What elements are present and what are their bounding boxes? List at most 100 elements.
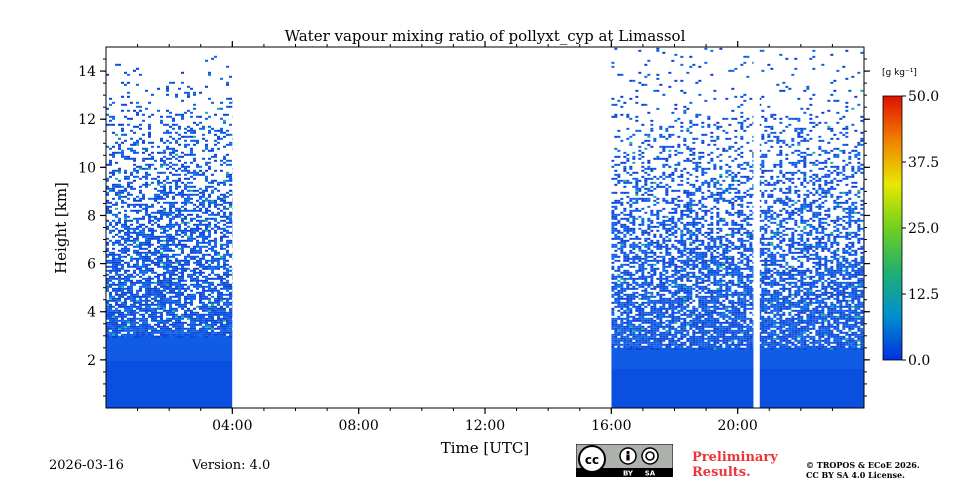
signal-pixel xyxy=(181,195,184,198)
signal-pixel xyxy=(731,325,735,328)
signal-pixel xyxy=(671,299,675,302)
signal-pixel xyxy=(112,123,115,126)
signal-pixel xyxy=(127,329,130,332)
signal-pixel xyxy=(731,317,735,320)
signal-pixel xyxy=(160,283,163,286)
signal-pixel xyxy=(836,281,840,284)
signal-pixel xyxy=(650,299,654,302)
signal-pixel xyxy=(208,195,211,198)
signal-pixel xyxy=(109,283,112,286)
signal-pixel xyxy=(674,345,678,348)
signal-pixel xyxy=(196,287,199,290)
signal-pixel xyxy=(139,303,142,306)
signal-pixel xyxy=(782,295,786,298)
signal-pixel xyxy=(208,301,211,304)
signal-pixel xyxy=(130,257,133,260)
signal-pixel xyxy=(653,303,657,306)
signal-pixel xyxy=(190,87,193,90)
signal-pixel xyxy=(223,281,226,284)
signal-pixel xyxy=(202,293,205,296)
signal-pixel xyxy=(758,333,762,336)
signal-pixel xyxy=(163,325,166,328)
signal-pixel xyxy=(169,281,172,284)
signal-pixel xyxy=(106,315,109,318)
signal-pixel xyxy=(157,175,160,178)
signal-pixel xyxy=(145,319,148,322)
signal-pixel xyxy=(776,337,780,340)
signal-pixel xyxy=(803,305,807,308)
signal-pixel xyxy=(839,331,843,334)
signal-pixel xyxy=(857,329,861,332)
signal-pixel xyxy=(695,295,699,298)
signal-pixel xyxy=(229,309,232,312)
signal-pixel xyxy=(782,323,786,326)
signal-pixel xyxy=(160,335,163,338)
signal-pixel xyxy=(154,199,157,202)
signal-pixel xyxy=(202,173,205,176)
signal-pixel xyxy=(118,239,121,242)
signal-pixel xyxy=(112,187,115,190)
signal-pixel xyxy=(692,319,696,322)
signal-pixel xyxy=(698,275,702,278)
signal-pixel xyxy=(211,287,214,290)
signal-pixel xyxy=(175,335,178,338)
signal-pixel xyxy=(145,323,148,326)
signal-pixel xyxy=(767,337,771,340)
signal-pixel xyxy=(743,309,747,312)
signal-pixel xyxy=(139,199,142,202)
signal-pixel xyxy=(635,341,639,344)
signal-pixel xyxy=(728,315,732,318)
signal-pixel xyxy=(632,337,636,340)
signal-pixel xyxy=(118,327,121,330)
signal-pixel xyxy=(740,291,744,294)
signal-pixel xyxy=(205,211,208,214)
signal-pixel xyxy=(163,231,166,234)
signal-pixel xyxy=(199,259,202,262)
signal-pixel xyxy=(118,299,121,302)
signal-pixel xyxy=(689,319,693,322)
signal-pixel xyxy=(160,137,163,140)
signal-pixel xyxy=(190,321,193,324)
signal-pixel xyxy=(611,275,615,278)
signal-pixel xyxy=(827,295,831,298)
signal-pixel xyxy=(121,285,124,288)
signal-pixel xyxy=(698,317,702,320)
signal-pixel xyxy=(220,181,223,184)
signal-pixel xyxy=(617,345,621,348)
signal-pixel xyxy=(136,293,139,296)
signal-pixel xyxy=(226,229,229,232)
signal-pixel xyxy=(839,321,843,324)
signal-pixel xyxy=(211,313,214,316)
signal-pixel xyxy=(836,317,840,320)
signal-pixel xyxy=(154,257,157,260)
signal-pixel xyxy=(797,331,801,334)
signal-pixel xyxy=(223,335,226,338)
signal-pixel xyxy=(680,343,684,346)
signal-pixel xyxy=(109,161,112,164)
signal-pixel xyxy=(184,279,187,282)
signal-pixel xyxy=(151,333,154,336)
signal-pixel xyxy=(202,333,205,336)
signal-pixel xyxy=(614,305,618,308)
signal-pixel xyxy=(157,219,160,222)
signal-pixel xyxy=(800,343,804,346)
signal-pixel xyxy=(842,345,846,348)
signal-pixel xyxy=(617,347,621,350)
signal-pixel xyxy=(205,241,208,244)
signal-pixel xyxy=(809,277,813,280)
signal-pixel xyxy=(737,301,741,304)
signal-pixel xyxy=(163,273,166,276)
signal-pixel xyxy=(707,341,711,344)
signal-pixel xyxy=(154,261,157,264)
signal-pixel xyxy=(229,329,232,332)
signal-pixel xyxy=(196,331,199,334)
signal-pixel xyxy=(187,307,190,310)
signal-pixel xyxy=(217,291,220,294)
signal-pixel xyxy=(815,315,819,318)
signal-pixel xyxy=(614,293,618,296)
signal-pixel xyxy=(169,297,172,300)
signal-pixel xyxy=(139,191,142,194)
signal-pixel xyxy=(674,301,678,304)
signal-pixel xyxy=(121,185,124,188)
signal-pixel xyxy=(695,335,699,338)
